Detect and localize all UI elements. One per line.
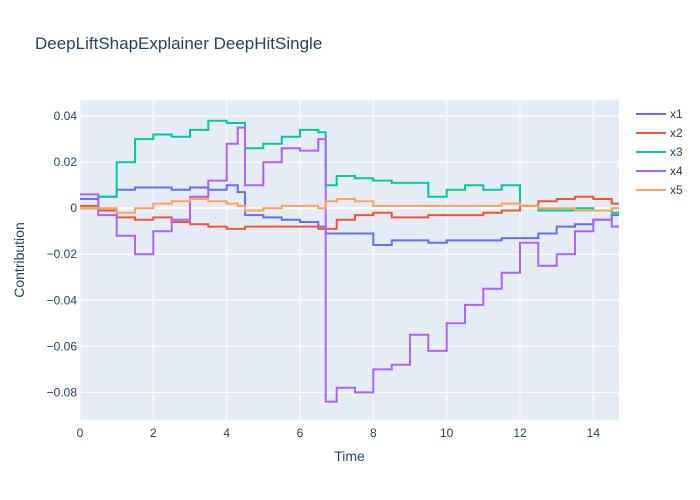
chart-title: DeepLiftShapExplainer DeepHitSingle [35,34,323,53]
y-tick-label: 0 [70,201,77,215]
x-tick-label: 14 [587,426,601,440]
series-line-x4 [80,126,619,403]
x-tick-label: 0 [77,426,84,440]
series-lines [80,119,619,403]
y-tick-label: 0.04 [54,109,78,123]
y-axis-title: Contribution [11,222,27,298]
x-tick-label: 6 [297,426,304,440]
legend: x1 x2 x3 x4 x5 [636,107,683,197]
y-tick-label: −0.04 [47,293,78,307]
x-tick-label: 8 [370,426,377,440]
series-line-x2 [80,195,619,230]
y-tick-labels: −0.08 −0.06 −0.04 −0.02 0 0.02 0.04 [47,109,78,399]
legend-label-x4: x4 [670,164,683,178]
x-tick-label: 10 [440,426,454,440]
x-tick-labels: 0 2 4 6 8 10 12 14 [77,426,601,440]
y-tick-label: −0.02 [47,247,78,261]
x-tick-label: 12 [513,426,527,440]
series-line-x5 [80,198,619,214]
y-tick-label: −0.06 [47,339,78,353]
x-axis-title: Time [334,448,365,464]
legend-label-x5: x5 [670,183,683,197]
y-tick-label: −0.08 [47,385,78,399]
legend-label-x2: x2 [670,126,683,140]
x-tick-label: 4 [223,426,230,440]
legend-label-x3: x3 [670,145,683,159]
x-tick-label: 2 [150,426,157,440]
plot-background [80,100,619,420]
y-tick-label: 0.02 [54,155,78,169]
legend-label-x1: x1 [670,107,683,121]
y-gridlines [80,115,619,393]
